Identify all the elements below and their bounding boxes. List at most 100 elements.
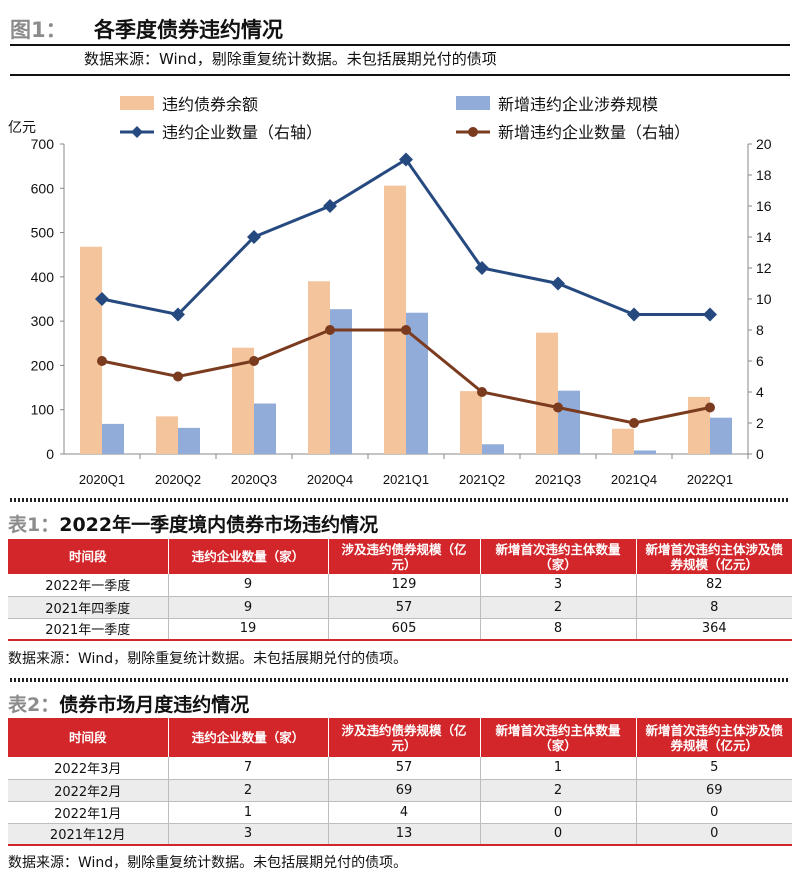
legend-marker xyxy=(468,127,478,137)
left-axis-tick-label: 500 xyxy=(31,225,55,241)
table-cell: 9 xyxy=(168,574,329,597)
column-header: 违约企业数量（家） xyxy=(168,718,329,757)
table-cell: 2021年四季度 xyxy=(8,596,169,619)
table-cell: 2022年一季度 xyxy=(8,574,169,597)
column-header: 违约企业数量（家） xyxy=(168,539,329,574)
table-row: 2021年12月 3 13 0 0 xyxy=(8,823,792,846)
legend-label: 新增违约企业涉券规模 xyxy=(498,96,658,114)
table1-number: 表1： xyxy=(8,514,60,536)
bar-default-balance-2021Q1 xyxy=(384,185,406,454)
table-row: 2022年一季度 9 129 3 82 xyxy=(8,574,792,597)
table-cell: 364 xyxy=(636,618,792,641)
point-default-count-2021Q2 xyxy=(475,261,489,275)
x-axis-tick-label: 2021Q2 xyxy=(459,472,505,487)
table-cell: 82 xyxy=(636,574,792,597)
table-cell: 57 xyxy=(328,596,481,619)
table1-note: 数据来源：Wind，剔除重复统计数据。未包括展期兑付的债项。 xyxy=(8,651,408,667)
x-axis-tick-label: 2020Q3 xyxy=(231,472,277,487)
legend-label: 违约企业数量（右轴） xyxy=(162,124,322,142)
point-default-count-2020Q1 xyxy=(95,292,109,306)
table1: 时间段 违约企业数量（家） 涉及违约债券规模（亿元） 新增首次违约主体数量（家） 新增首… xyxy=(8,539,792,641)
right-axis-tick-label: 10 xyxy=(756,291,772,307)
table1-header-row: 时间段 违约企业数量（家） 涉及违约债券规模（亿元） 新增首次违约主体数量（家） 新增首… xyxy=(8,539,792,574)
table-row: 2022年1月 1 4 0 0 xyxy=(8,801,792,824)
table-cell: 0 xyxy=(480,801,637,824)
bar-new-default-scale-2022Q1 xyxy=(710,417,732,454)
bar-default-balance-2021Q2 xyxy=(460,391,482,454)
point-new-default-count-2020Q4 xyxy=(325,325,335,335)
point-default-count-2020Q3 xyxy=(247,230,261,244)
point-default-count-2022Q1 xyxy=(703,307,717,322)
right-axis-tick-label: 8 xyxy=(756,322,764,338)
left-axis-tick-label: 100 xyxy=(31,402,55,418)
left-axis-tick-label: 700 xyxy=(31,136,55,152)
column-header: 涉及违约债券规模（亿元） xyxy=(328,718,481,757)
table-row: 2022年3月 7 57 1 5 xyxy=(8,757,792,780)
table2: 时间段 违约企业数量（家） 涉及违约债券规模（亿元） 新增首次违约主体数量（家） 新增首… xyxy=(8,718,792,846)
right-axis-tick-label: 20 xyxy=(756,136,772,152)
table-cell: 2 xyxy=(480,779,637,802)
table-cell: 2 xyxy=(168,779,329,802)
x-axis-tick-label: 2021Q3 xyxy=(535,472,581,487)
table-cell: 1 xyxy=(168,801,329,824)
table-cell: 2022年2月 xyxy=(8,779,169,802)
table2-title: 债券市场月度违约情况 xyxy=(59,694,250,716)
legend-label: 新增违约企业数量（右轴） xyxy=(498,124,690,142)
table-cell: 7 xyxy=(168,757,329,780)
table1-heading: 表1：2022年一季度境内债券市场违约情况 xyxy=(8,510,378,537)
table2-note: 数据来源：Wind，剔除重复统计数据。未包括展期兑付的债项。 xyxy=(8,855,408,871)
bar-default-balance-2020Q3 xyxy=(232,347,254,454)
point-new-default-count-2021Q2 xyxy=(477,387,487,397)
left-axis-tick-label: 300 xyxy=(31,313,55,329)
table-cell: 2021年一季度 xyxy=(8,618,169,641)
table-cell: 8 xyxy=(636,596,792,619)
table-cell: 2021年12月 xyxy=(8,823,169,846)
table-row: 2021年四季度 9 57 2 8 xyxy=(8,596,792,619)
table-cell: 4 xyxy=(328,801,481,824)
table-cell: 0 xyxy=(480,823,637,846)
source-rule xyxy=(10,74,790,76)
column-header: 新增首次违约主体数量（家） xyxy=(480,718,637,757)
bar-new-default-scale-2020Q1 xyxy=(102,423,124,454)
point-new-default-count-2021Q1 xyxy=(401,325,411,335)
x-axis-tick-label: 2022Q1 xyxy=(687,472,733,487)
point-new-default-count-2020Q1 xyxy=(97,356,107,366)
table-cell: 13 xyxy=(328,823,481,846)
figure-number: 图1： xyxy=(10,18,67,42)
column-header: 时间段 xyxy=(8,539,169,574)
table2-header-row: 时间段 违约企业数量（家） 涉及违约债券规模（亿元） 新增首次违约主体数量（家） 新增首… xyxy=(8,718,792,757)
table-cell: 3 xyxy=(480,574,637,597)
left-axis-unit: 亿元 xyxy=(8,119,36,135)
bar-default-balance-2020Q1 xyxy=(80,246,102,454)
column-header: 新增首次违约主体涉及债券规模（亿元） xyxy=(636,718,792,757)
left-axis-tick-label: 400 xyxy=(31,269,55,285)
legend-marker xyxy=(131,126,143,138)
point-new-default-count-2021Q4 xyxy=(629,418,639,428)
table-cell: 129 xyxy=(328,574,481,597)
x-axis-tick-label: 2021Q4 xyxy=(611,472,657,487)
legend-swatch xyxy=(120,96,154,110)
header-rule xyxy=(10,44,790,46)
bar-default-balance-2021Q4 xyxy=(612,428,634,454)
bar-new-default-scale-2021Q4 xyxy=(634,450,656,454)
table2-heading: 表2：债券市场月度违约情况 xyxy=(8,690,249,717)
column-header: 时间段 xyxy=(8,718,169,757)
right-axis-tick-label: 2 xyxy=(756,415,764,431)
bar-new-default-scale-2021Q2 xyxy=(482,444,504,454)
point-default-count-2021Q1 xyxy=(399,152,413,167)
figure-source: 数据来源：Wind，剔除重复统计数据。未包括展期兑付的债项 xyxy=(84,50,497,68)
table2-number: 表2： xyxy=(8,694,60,716)
point-default-count-2020Q4 xyxy=(323,199,337,213)
right-axis-tick-label: 16 xyxy=(756,198,772,214)
table-cell: 19 xyxy=(168,618,329,641)
bar-new-default-scale-2021Q3 xyxy=(558,390,580,454)
right-axis-tick-label: 14 xyxy=(756,229,772,245)
table-cell: 69 xyxy=(328,779,481,802)
table1-title: 2022年一季度境内债券市场违约情况 xyxy=(59,514,379,536)
table-cell: 5 xyxy=(636,757,792,780)
table1-top-rule xyxy=(10,498,790,502)
right-axis-tick-label: 0 xyxy=(756,446,764,462)
table-cell: 3 xyxy=(168,823,329,846)
bar-default-balance-2020Q2 xyxy=(156,416,178,454)
bar-new-default-scale-2020Q2 xyxy=(178,427,200,454)
